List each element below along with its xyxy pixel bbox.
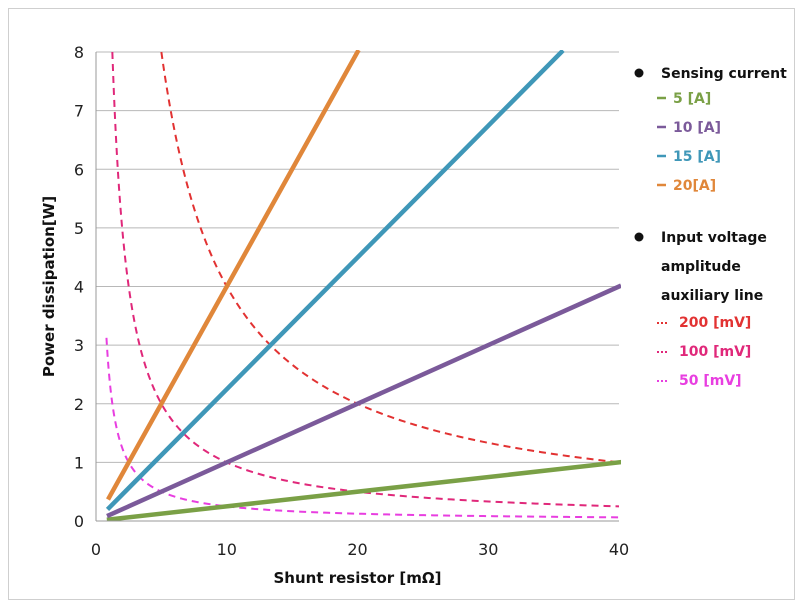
y-tick-label: 0 xyxy=(74,512,84,531)
legend-label: 10 [A] xyxy=(673,120,721,136)
legend: Sensing current 5 [A] 10 [A] 15 [A] 20[A] Inp… xyxy=(634,66,787,389)
x-tick-label: 40 xyxy=(609,540,629,559)
series-100-mv xyxy=(111,51,620,508)
legend-group-title: auxiliary line xyxy=(661,288,763,304)
legend-label: 50 [mV] xyxy=(679,373,742,389)
legend-label: 100 [mV] xyxy=(679,344,751,360)
x-tick-label: 20 xyxy=(347,540,367,559)
legend-bullet xyxy=(634,232,644,242)
legend-group-title: Input voltage xyxy=(661,230,767,246)
axes: 0 1 2 3 4 5 6 7 8 0 10 20 30 40 Shunt resistor [mΩ] Pow… xyxy=(40,43,629,587)
x-axis-title: Shunt resistor [mΩ] xyxy=(274,569,442,587)
y-tick-label: 1 xyxy=(74,453,84,472)
y-tick-label: 7 xyxy=(74,102,84,121)
gridlines xyxy=(96,51,619,522)
series-5-a xyxy=(106,459,621,521)
y-tick-label: 6 xyxy=(74,160,84,179)
legend-label: 200 [mV] xyxy=(679,315,751,331)
legend-group-title: Sensing current xyxy=(661,66,787,82)
x-tick-label: 0 xyxy=(91,540,101,559)
series-50-mv xyxy=(105,337,620,519)
series-10-a xyxy=(106,283,621,519)
y-tick-label: 5 xyxy=(74,219,84,238)
series-15-a xyxy=(105,50,565,511)
series-layer xyxy=(105,50,621,521)
legend-bullet xyxy=(634,68,644,78)
series-20-a xyxy=(106,50,361,501)
legend-group-title: amplitude xyxy=(661,259,741,275)
y-tick-label: 3 xyxy=(74,336,84,355)
y-tick-label: 4 xyxy=(74,278,84,297)
legend-label: 20[A] xyxy=(673,178,716,194)
y-axis-title: Power dissipation[W] xyxy=(40,196,58,377)
x-tick-label: 10 xyxy=(217,540,237,559)
y-tick-label: 8 xyxy=(74,43,84,62)
legend-label: 15 [A] xyxy=(673,149,721,165)
series-200-mv xyxy=(160,51,620,464)
y-tick-label: 2 xyxy=(74,395,84,414)
x-tick-label: 30 xyxy=(478,540,498,559)
legend-label: 5 [A] xyxy=(673,91,711,107)
chart-frame xyxy=(8,8,795,600)
